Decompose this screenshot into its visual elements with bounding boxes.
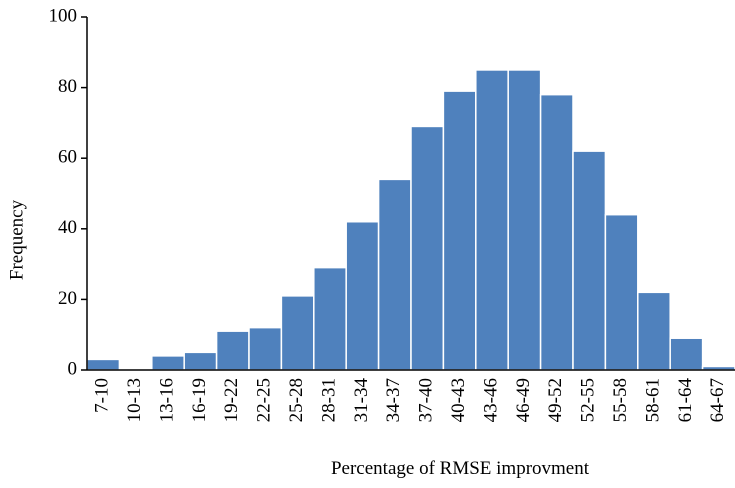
x-tick-label: 37-40 bbox=[416, 378, 437, 422]
x-tick-label: 55-58 bbox=[610, 378, 631, 422]
bar bbox=[637, 291, 671, 371]
y-tick-label: 80 bbox=[58, 76, 77, 97]
y-axis-title: Frequency bbox=[6, 199, 27, 280]
bar bbox=[151, 355, 185, 371]
bar bbox=[475, 69, 509, 371]
x-tick-label: 7-10 bbox=[92, 378, 113, 413]
bar bbox=[507, 69, 542, 371]
y-tick-label: 60 bbox=[58, 147, 77, 168]
x-axis-title: Percentage of RMSE improvment bbox=[331, 458, 590, 479]
x-tick-label: 13-16 bbox=[156, 378, 177, 422]
x-tick-label: 49-52 bbox=[545, 378, 566, 422]
bar bbox=[313, 266, 347, 371]
x-tick-label: 28-31 bbox=[318, 378, 339, 422]
bar bbox=[183, 351, 218, 371]
y-tick-label: 100 bbox=[49, 5, 78, 26]
x-tick-label: 31-34 bbox=[351, 378, 372, 423]
x-tick-label: 16-19 bbox=[189, 378, 210, 422]
x-tick-label: 10-13 bbox=[124, 378, 145, 422]
x-tick-label: 64-67 bbox=[707, 378, 728, 422]
x-tick-label: 46-49 bbox=[513, 378, 534, 422]
x-tick-label: 34-37 bbox=[383, 378, 404, 422]
x-tick-label: 25-28 bbox=[286, 378, 307, 422]
bar bbox=[410, 125, 445, 371]
y-tick-label: 40 bbox=[58, 217, 77, 238]
bar bbox=[572, 150, 607, 371]
bar bbox=[280, 295, 315, 371]
x-tick-label: 52-55 bbox=[578, 378, 599, 422]
x-tick-label: 43-46 bbox=[480, 378, 501, 422]
y-tick-label: 0 bbox=[68, 358, 78, 379]
x-tick-label: 40-43 bbox=[448, 378, 469, 422]
bar bbox=[248, 326, 283, 371]
bar bbox=[604, 213, 639, 371]
bar bbox=[86, 358, 121, 371]
bar bbox=[215, 330, 250, 371]
x-tick-label: 22-25 bbox=[254, 378, 275, 422]
x-tick-label: 58-61 bbox=[642, 378, 663, 422]
y-tick-label: 20 bbox=[58, 288, 77, 309]
x-tick-label: 61-64 bbox=[675, 378, 696, 423]
x-tick-label: 19-22 bbox=[221, 378, 242, 422]
bar bbox=[345, 220, 380, 371]
bar bbox=[377, 178, 412, 371]
bar bbox=[669, 337, 704, 371]
bar bbox=[539, 93, 574, 371]
bar bbox=[442, 90, 477, 371]
